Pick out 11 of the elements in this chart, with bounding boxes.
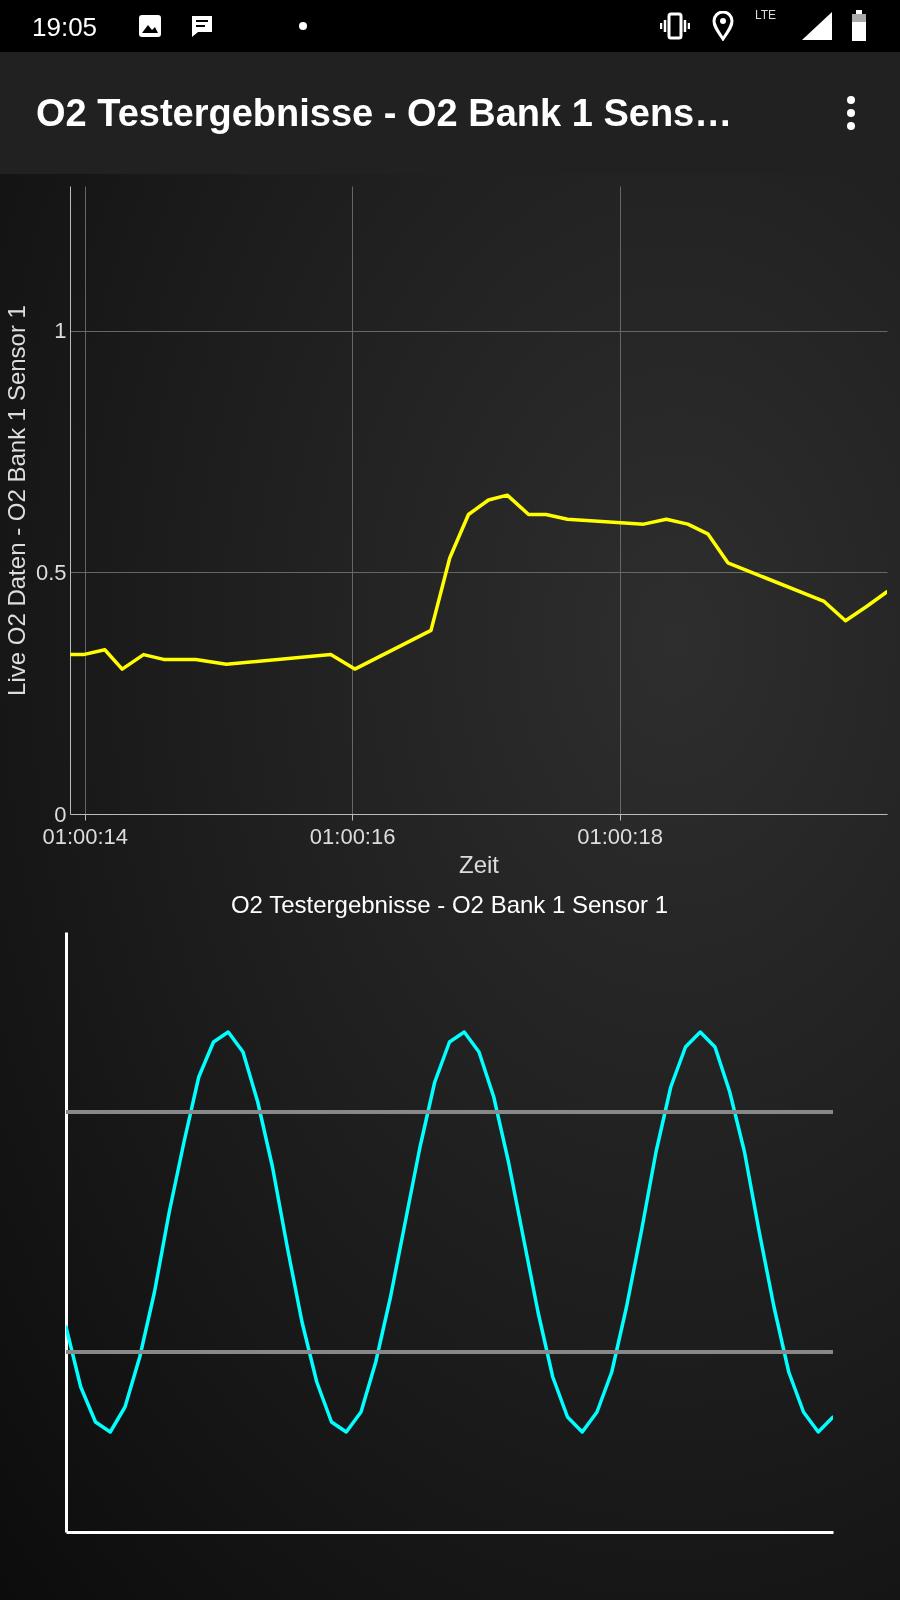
- chart-title: O2 Testergebnisse - O2 Bank 1 Sens…: [36, 92, 733, 135]
- x-tick-label: 01:00:18: [577, 823, 663, 849]
- text: 19:05: [32, 12, 98, 43]
- text: LTE: [755, 8, 777, 22]
- line-series: [70, 493, 887, 671]
- chart-title: O2 Testergebnisse - O2 Bank 1 Sensor 1: [230, 891, 669, 918]
- y-tick-label: 0.5: [35, 559, 67, 585]
- y-tick-label: 1: [54, 318, 67, 344]
- y-axis-title: Live O2 Daten - O2 Bank 1 Sensor 1: [2, 305, 30, 696]
- x-tick-label: 01:00:16: [309, 823, 396, 849]
- x-axis-title: Zeit: [458, 850, 500, 878]
